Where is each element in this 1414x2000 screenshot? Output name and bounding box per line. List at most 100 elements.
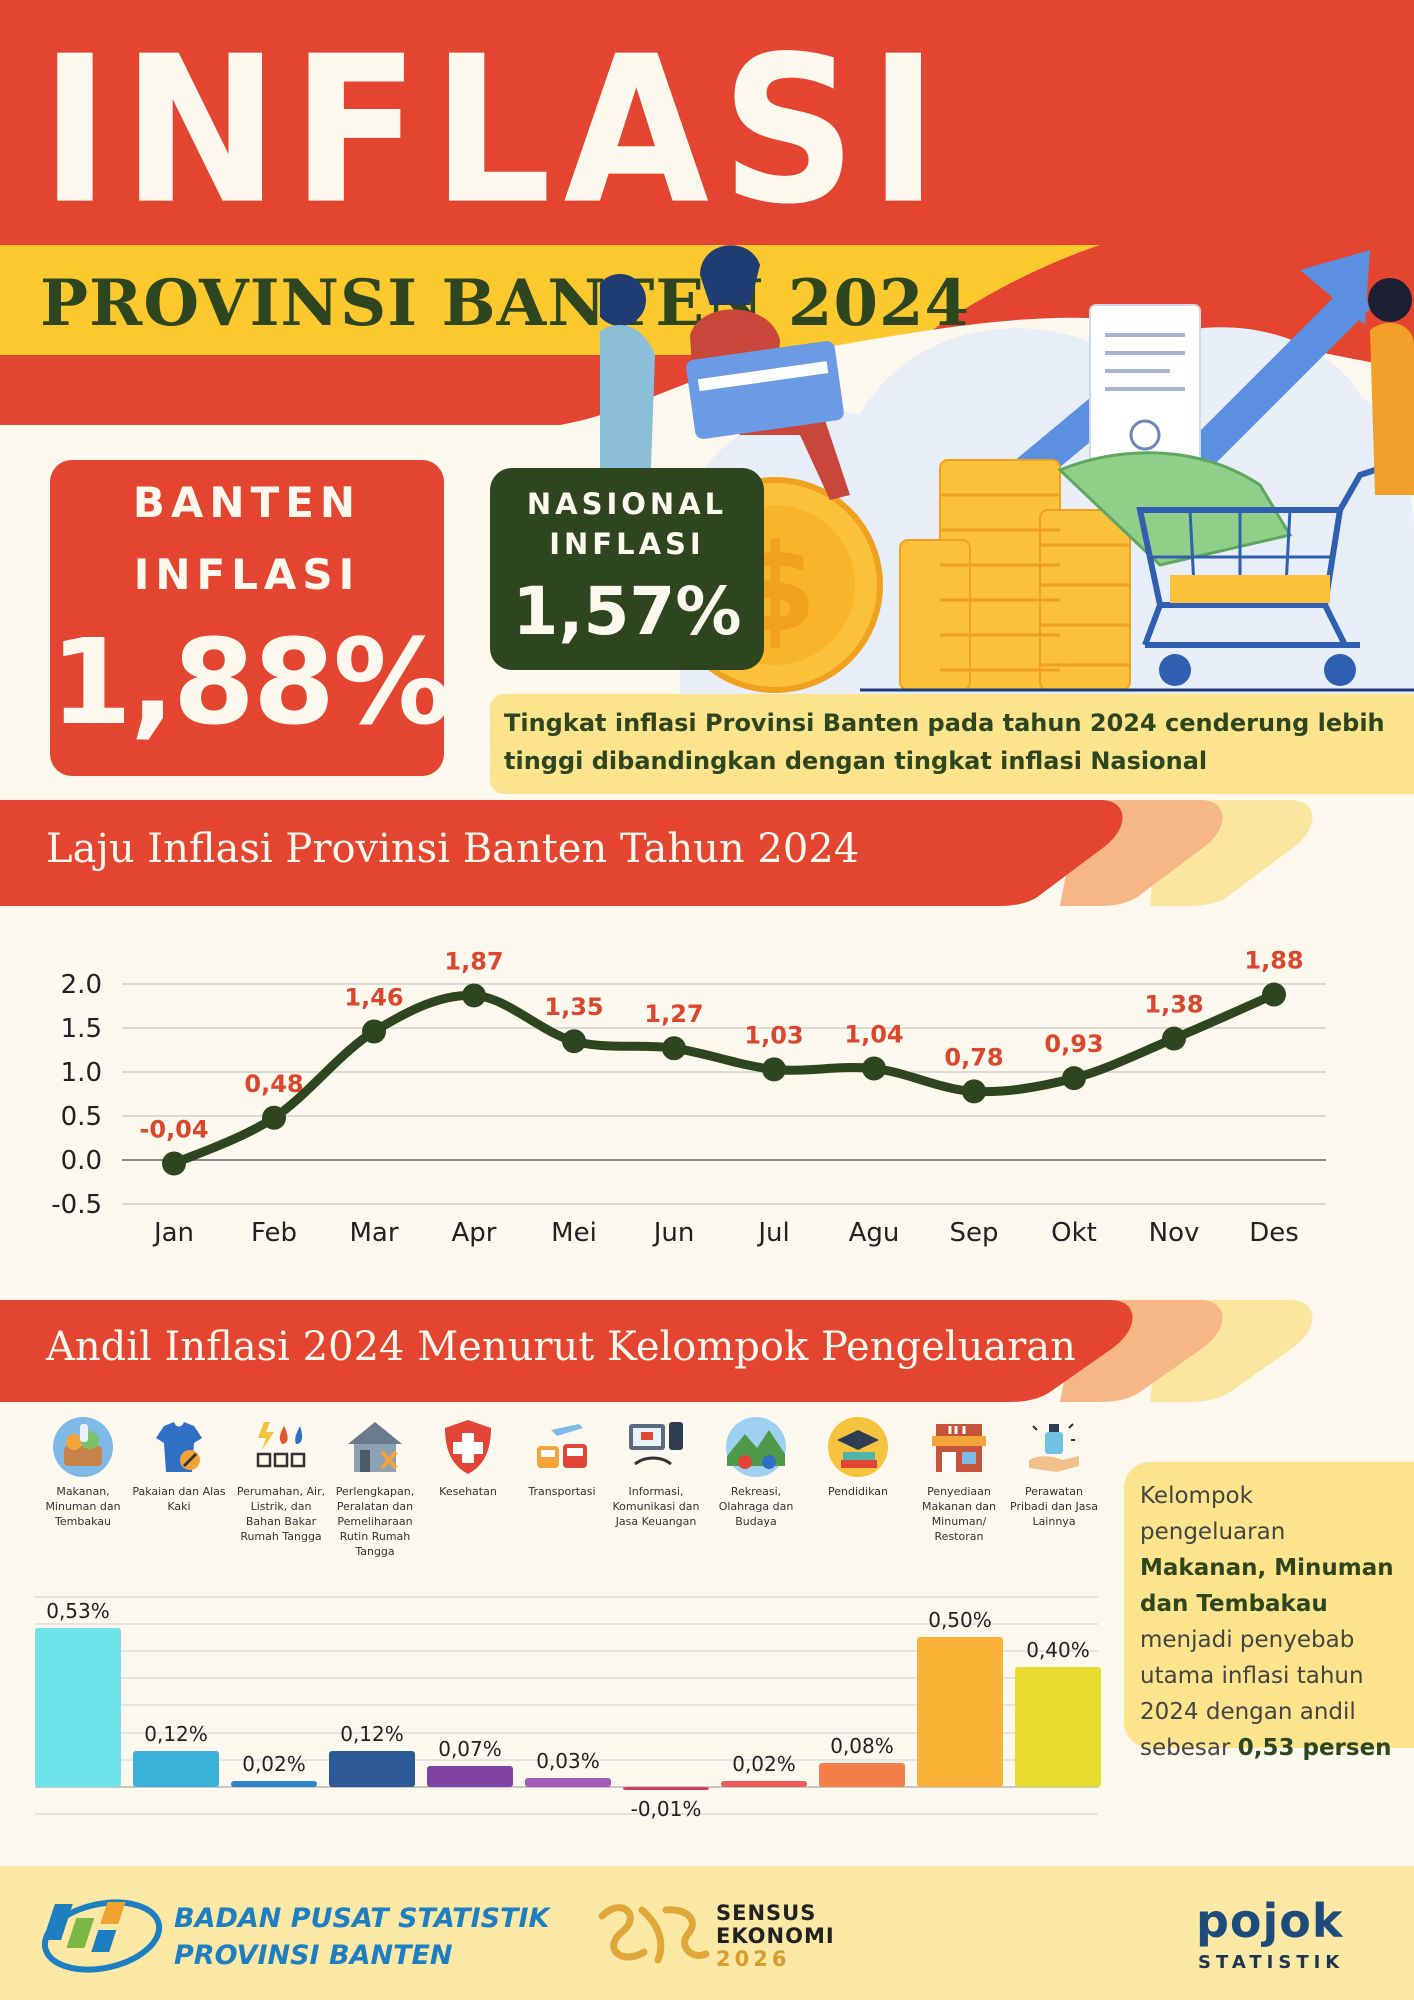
data-point <box>1262 982 1286 1007</box>
se-line1: SENSUS <box>716 1901 817 1925</box>
page-subtitle: PROVINSI BANTEN 2024 <box>40 266 971 341</box>
bar <box>35 1628 121 1787</box>
bar-value-label: 0,12% <box>340 1722 404 1746</box>
category-label: Makanan, Minuman dan Tembakau <box>45 1485 121 1528</box>
category-label: Perawatan Pribadi dan Jasa Lainnya <box>1010 1485 1098 1528</box>
contribution-note-text: Kelompok pengeluaran Makanan, Minuman da… <box>1140 1478 1400 1766</box>
x-tick-label: Apr <box>452 1218 497 1248</box>
note-highlight-group: Makanan, Minuman dan Tembakau <box>1140 1555 1394 1617</box>
se-year: 2026 <box>716 1947 791 1971</box>
note-highlight-value: 0,53 persen <box>1237 1735 1392 1761</box>
y-tick-label: 0.0 <box>61 1146 102 1176</box>
category-restaurant: Penyediaan Makanan dan Minuman/ Restoran <box>911 1416 1007 1544</box>
data-label: 1,38 <box>1144 991 1203 1019</box>
personal-care-icon <box>1029 1423 1079 1472</box>
data-point <box>362 1019 386 1044</box>
bar-value-label: 0,08% <box>830 1734 894 1758</box>
national-inflation-card: NASIONAL INFLASI 1,57% <box>490 468 764 670</box>
health-shield-icon <box>445 1420 491 1474</box>
education-icon <box>828 1417 888 1477</box>
bar <box>525 1778 611 1787</box>
communication-icon <box>629 1422 683 1466</box>
x-tick-label: Jul <box>756 1218 789 1248</box>
inflation-line <box>169 990 1279 1169</box>
category-label: Transportasi <box>528 1485 596 1498</box>
bar <box>1015 1667 1101 1787</box>
bar-value-label: 0,53% <box>46 1599 110 1623</box>
y-tick-label: 1.0 <box>61 1058 102 1088</box>
bar <box>427 1766 513 1787</box>
sensus-ekonomi-logo <box>598 1904 710 1964</box>
data-label: 1,03 <box>744 1021 803 1049</box>
data-point <box>162 1151 186 1176</box>
data-point <box>262 1105 286 1130</box>
national-label-line2: INFLASI <box>549 527 705 561</box>
bar-value-label: 0,03% <box>536 1749 600 1773</box>
section2-title: Andil Inflasi 2024 Menurut Kelompok Peng… <box>46 1324 1076 1370</box>
bar-value-label: 0,02% <box>732 1752 796 1776</box>
note-text-start: Kelompok pengeluaran <box>1140 1483 1286 1545</box>
comparison-note: Tingkat inflasi Provinsi Banten pada tah… <box>490 694 1414 794</box>
category-label: Perlengkapan, Peralatan dan Pemeliharaan… <box>335 1485 415 1558</box>
x-tick-label: Jun <box>652 1218 695 1248</box>
bar <box>231 1781 317 1787</box>
x-tick-label: Feb <box>251 1218 297 1248</box>
section1-title: Laju Inflasi Provinsi Banten Tahun 2024 <box>46 826 860 872</box>
national-inflation-value: 1,57% <box>512 573 742 650</box>
banten-inflation-value: 1,88% <box>50 613 451 751</box>
bar <box>819 1763 905 1787</box>
data-point <box>1162 1026 1186 1051</box>
house-tools-icon <box>348 1422 402 1472</box>
subtitle-band <box>0 245 1100 355</box>
x-tick-label: Okt <box>1051 1218 1097 1248</box>
comparison-note-text: Tingkat inflasi Provinsi Banten pada tah… <box>504 709 1385 775</box>
transport-icon <box>537 1424 587 1468</box>
category-housing: Perumahan, Air, Listrik, dan Bahan Bakar… <box>233 1416 329 1544</box>
pojok-statistik-subtitle: STATISTIK <box>1198 1952 1345 1973</box>
x-tick-label: Agu <box>849 1218 900 1248</box>
bar-value-label: -0,01% <box>631 1797 702 1821</box>
data-label: -0,04 <box>139 1116 208 1144</box>
y-tick-label: 1.5 <box>61 1014 102 1044</box>
x-tick-label: Mei <box>551 1218 597 1248</box>
category-label: Pendidikan <box>828 1485 888 1498</box>
category-personal-care: Perawatan Pribadi dan Jasa Lainnya <box>1006 1416 1102 1529</box>
bar <box>721 1781 807 1787</box>
data-label: 1,27 <box>644 1000 703 1028</box>
data-point <box>562 1029 586 1054</box>
category-food: Makanan, Minuman dan Tembakau <box>35 1416 131 1529</box>
category-household: Perlengkapan, Peralatan dan Pemeliharaan… <box>327 1416 423 1559</box>
x-tick-label: Des <box>1249 1218 1299 1248</box>
national-label-line1: NASIONAL <box>526 487 728 521</box>
note-text-middle: menjadi penyebab utama inflasi tahun 202… <box>1140 1627 1364 1761</box>
bar <box>133 1751 219 1787</box>
data-point <box>862 1056 886 1081</box>
data-label: 1,46 <box>344 984 403 1012</box>
data-point <box>462 983 486 1008</box>
x-tick-label: Nov <box>1149 1218 1200 1248</box>
data-point <box>962 1079 986 1104</box>
recreation-icon <box>726 1417 786 1477</box>
page-title: INFLASI <box>40 12 951 250</box>
category-transport: Transportasi <box>514 1416 610 1499</box>
data-point <box>762 1057 786 1082</box>
se-line2: EKONOMI <box>716 1924 835 1948</box>
shirt-icon <box>156 1422 202 1472</box>
bar <box>917 1637 1003 1787</box>
data-label: 0,78 <box>944 1043 1003 1071</box>
banten-label-line2: INFLASI <box>133 550 361 599</box>
bar <box>623 1787 709 1790</box>
category-label: Kesehatan <box>439 1485 497 1498</box>
bar-value-label: 0,40% <box>1026 1638 1090 1662</box>
bar <box>329 1751 415 1787</box>
bar-value-label: 0,50% <box>928 1608 992 1632</box>
bar-value-label: 0,02% <box>242 1752 306 1776</box>
y-tick-label: -0.5 <box>51 1190 102 1220</box>
category-clothing: Pakaian dan Alas Kaki <box>131 1416 227 1514</box>
section2-banner <box>0 1300 1313 1402</box>
category-label: Pakaian dan Alas Kaki <box>132 1485 226 1513</box>
data-label: 1,04 <box>844 1020 903 1048</box>
inflation-line-chart: 2.0 1.5 1.0 0.5 0.0 -0.5 Jan Feb Mar Apr Mei Jun Jul… <box>51 947 1326 1248</box>
contribution-note: Kelompok pengeluaran Makanan, Minuman da… <box>1124 1462 1414 1761</box>
sensus-ekonomi-text: SENSUS EKONOMI 2026 <box>716 1902 835 1971</box>
